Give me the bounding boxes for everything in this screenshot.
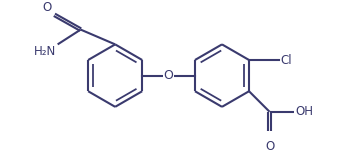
Text: O: O: [42, 1, 52, 14]
Text: OH: OH: [295, 105, 313, 118]
Text: Cl: Cl: [280, 54, 292, 67]
Text: O: O: [265, 140, 274, 153]
Text: H₂N: H₂N: [34, 45, 56, 58]
Text: O: O: [164, 69, 173, 82]
